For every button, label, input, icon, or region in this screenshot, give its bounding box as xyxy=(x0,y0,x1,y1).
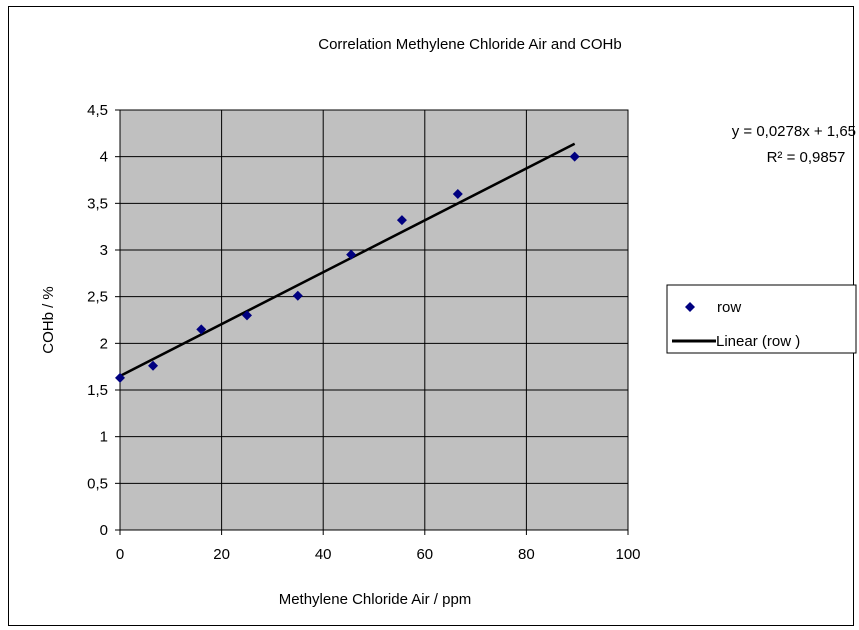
x-tick-label: 20 xyxy=(213,546,230,563)
y-tick-label: 3 xyxy=(100,242,108,259)
y-tick-label: 0 xyxy=(100,522,108,539)
data-point xyxy=(115,372,125,383)
x-tick-label: 100 xyxy=(615,546,640,563)
y-tick-label: 4,5 xyxy=(87,102,108,119)
x-tick-label: 0 xyxy=(116,546,124,563)
y-tick-label: 0,5 xyxy=(87,475,108,492)
y-tick-label: 4 xyxy=(100,149,108,166)
data-point xyxy=(292,290,303,301)
plot-area xyxy=(119,109,629,531)
data-point xyxy=(396,215,407,226)
data-point xyxy=(196,324,207,335)
trendline-equation: y = 0,0278x + 1,65 xyxy=(732,123,856,140)
trendline-layer xyxy=(119,142,576,378)
y-tick-label: 2,5 xyxy=(87,289,108,306)
data-point xyxy=(346,249,357,260)
x-tick-label: 40 xyxy=(315,546,332,563)
data-points xyxy=(115,151,580,383)
chart-title: Correlation Methylene Chloride Air and C… xyxy=(318,36,621,53)
data-point xyxy=(452,189,463,199)
data-point xyxy=(148,360,159,371)
grid-lines xyxy=(119,109,629,531)
trendline xyxy=(119,142,576,378)
data-point xyxy=(242,310,252,321)
y-axis-title: COHb / % xyxy=(40,286,57,354)
y-tick-label: 2 xyxy=(100,335,108,352)
y-tick-label: 3,5 xyxy=(87,195,108,212)
y-tick-label: 1,5 xyxy=(87,382,108,399)
legend-marker-row xyxy=(685,302,695,312)
x-tick-label: 80 xyxy=(518,546,535,563)
legend-label-row: row xyxy=(717,299,741,316)
y-tick-label: 1 xyxy=(100,429,108,446)
trendline-r-squared: R² = 0,9857 xyxy=(767,149,846,166)
data-point xyxy=(569,151,580,162)
x-tick-label: 60 xyxy=(416,546,433,563)
legend: row Linear (row ) xyxy=(666,284,857,354)
x-axis-title: Methylene Chloride Air / ppm xyxy=(279,591,472,608)
tick-labels: 0 0,5 1 1,5 2 2,5 3 3,5 4 4,5 0 20 40 60 80 100 xyxy=(87,102,640,563)
legend-label-linear: Linear (row ) xyxy=(716,333,800,350)
